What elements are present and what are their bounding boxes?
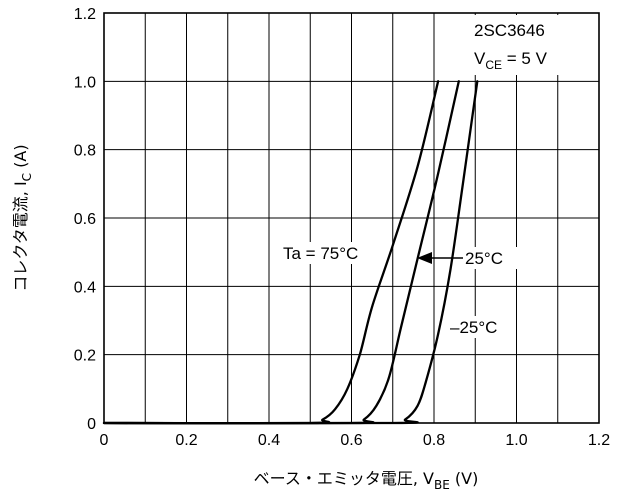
- y-tick-label: 0.2: [74, 348, 96, 365]
- x-tick-label: 0.2: [175, 432, 197, 449]
- condition-label: VCE = 5 V: [474, 49, 548, 72]
- series-line-2: [102, 80, 479, 425]
- x-tick-label: 0.4: [258, 432, 280, 449]
- x-tick-label: 0: [100, 432, 109, 449]
- y-tick-label: 1.2: [74, 6, 96, 23]
- grid: [104, 13, 599, 423]
- series-label-75c: Ta = 75°C: [283, 244, 358, 263]
- y-axis-label: コレクタ電流, IC (A): [11, 144, 34, 291]
- y-tick-labels: 0 0.2 0.4 0.6 0.8 1.0 1.2: [74, 6, 96, 433]
- y-tick-label: 0.4: [74, 279, 96, 296]
- series-label-minus25c: –25°C: [450, 318, 497, 337]
- y-tick-label: 1.0: [74, 74, 96, 91]
- y-tick-label: 0: [87, 416, 96, 433]
- x-tick-label: 1.0: [505, 432, 527, 449]
- y-tick-label: 0.8: [74, 143, 96, 160]
- series-pointer-arrow: [417, 252, 463, 264]
- series-line-0: [102, 80, 440, 425]
- curves: [102, 80, 479, 425]
- x-axis-label: ベース・エミッタ電圧, VBE (V): [254, 469, 479, 492]
- device-label: 2SC3646: [474, 21, 545, 40]
- y-tick-label: 0.6: [74, 211, 96, 228]
- series-label-25c: 25°C: [465, 249, 503, 268]
- x-tick-labels: 0 0.2 0.4 0.6 0.8 1.0 1.2: [100, 432, 611, 449]
- x-tick-label: 0.6: [340, 432, 362, 449]
- x-tick-label: 1.2: [588, 432, 610, 449]
- x-tick-label: 0.8: [423, 432, 445, 449]
